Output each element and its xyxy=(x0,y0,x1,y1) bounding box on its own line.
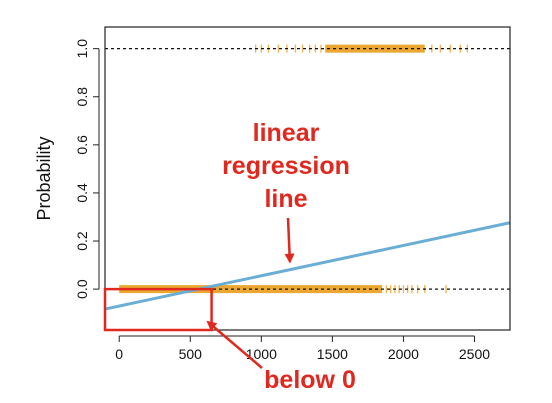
annotation-arrow-regression xyxy=(284,217,295,264)
y-tick-label-1: 0.2 xyxy=(74,231,90,251)
annotation-regression-line-0: linear xyxy=(253,119,320,147)
x-tick-label-1: 500 xyxy=(179,346,203,362)
y-axis: 0.0 0.2 0.4 0.6 0.8 1.0 xyxy=(74,39,100,299)
x-tick-label-0: 0 xyxy=(115,346,123,362)
plot-frame xyxy=(104,26,511,331)
regression-line xyxy=(104,221,511,311)
annotations: linear regression line below 0 xyxy=(103,119,356,394)
x-tick-label-5: 2500 xyxy=(459,346,490,362)
y-tick-label-3: 0.6 xyxy=(74,135,90,155)
annotation-arrow-below-zero xyxy=(206,320,263,369)
regression-line-layer xyxy=(104,221,511,311)
x-tick-label-4: 2000 xyxy=(388,346,419,362)
annotation-regression-line-1: regression xyxy=(222,152,350,180)
x-axis: 0 500 1000 1500 2000 2500 xyxy=(115,335,490,362)
annotation-regression-line-2: line xyxy=(264,185,307,213)
y-axis-label: Probability xyxy=(34,136,54,220)
annotation-box-below-zero xyxy=(103,287,213,332)
x-tick-label-3: 1500 xyxy=(317,346,348,362)
y-tick-label-5: 1.0 xyxy=(74,39,90,59)
y-tick-label-2: 0.4 xyxy=(74,183,90,203)
x-tick-label-2: 1000 xyxy=(246,346,277,362)
annotation-below-zero: below 0 xyxy=(264,366,356,394)
y-tick-label-4: 0.8 xyxy=(74,87,90,107)
y-tick-label-0: 0.0 xyxy=(74,279,90,299)
